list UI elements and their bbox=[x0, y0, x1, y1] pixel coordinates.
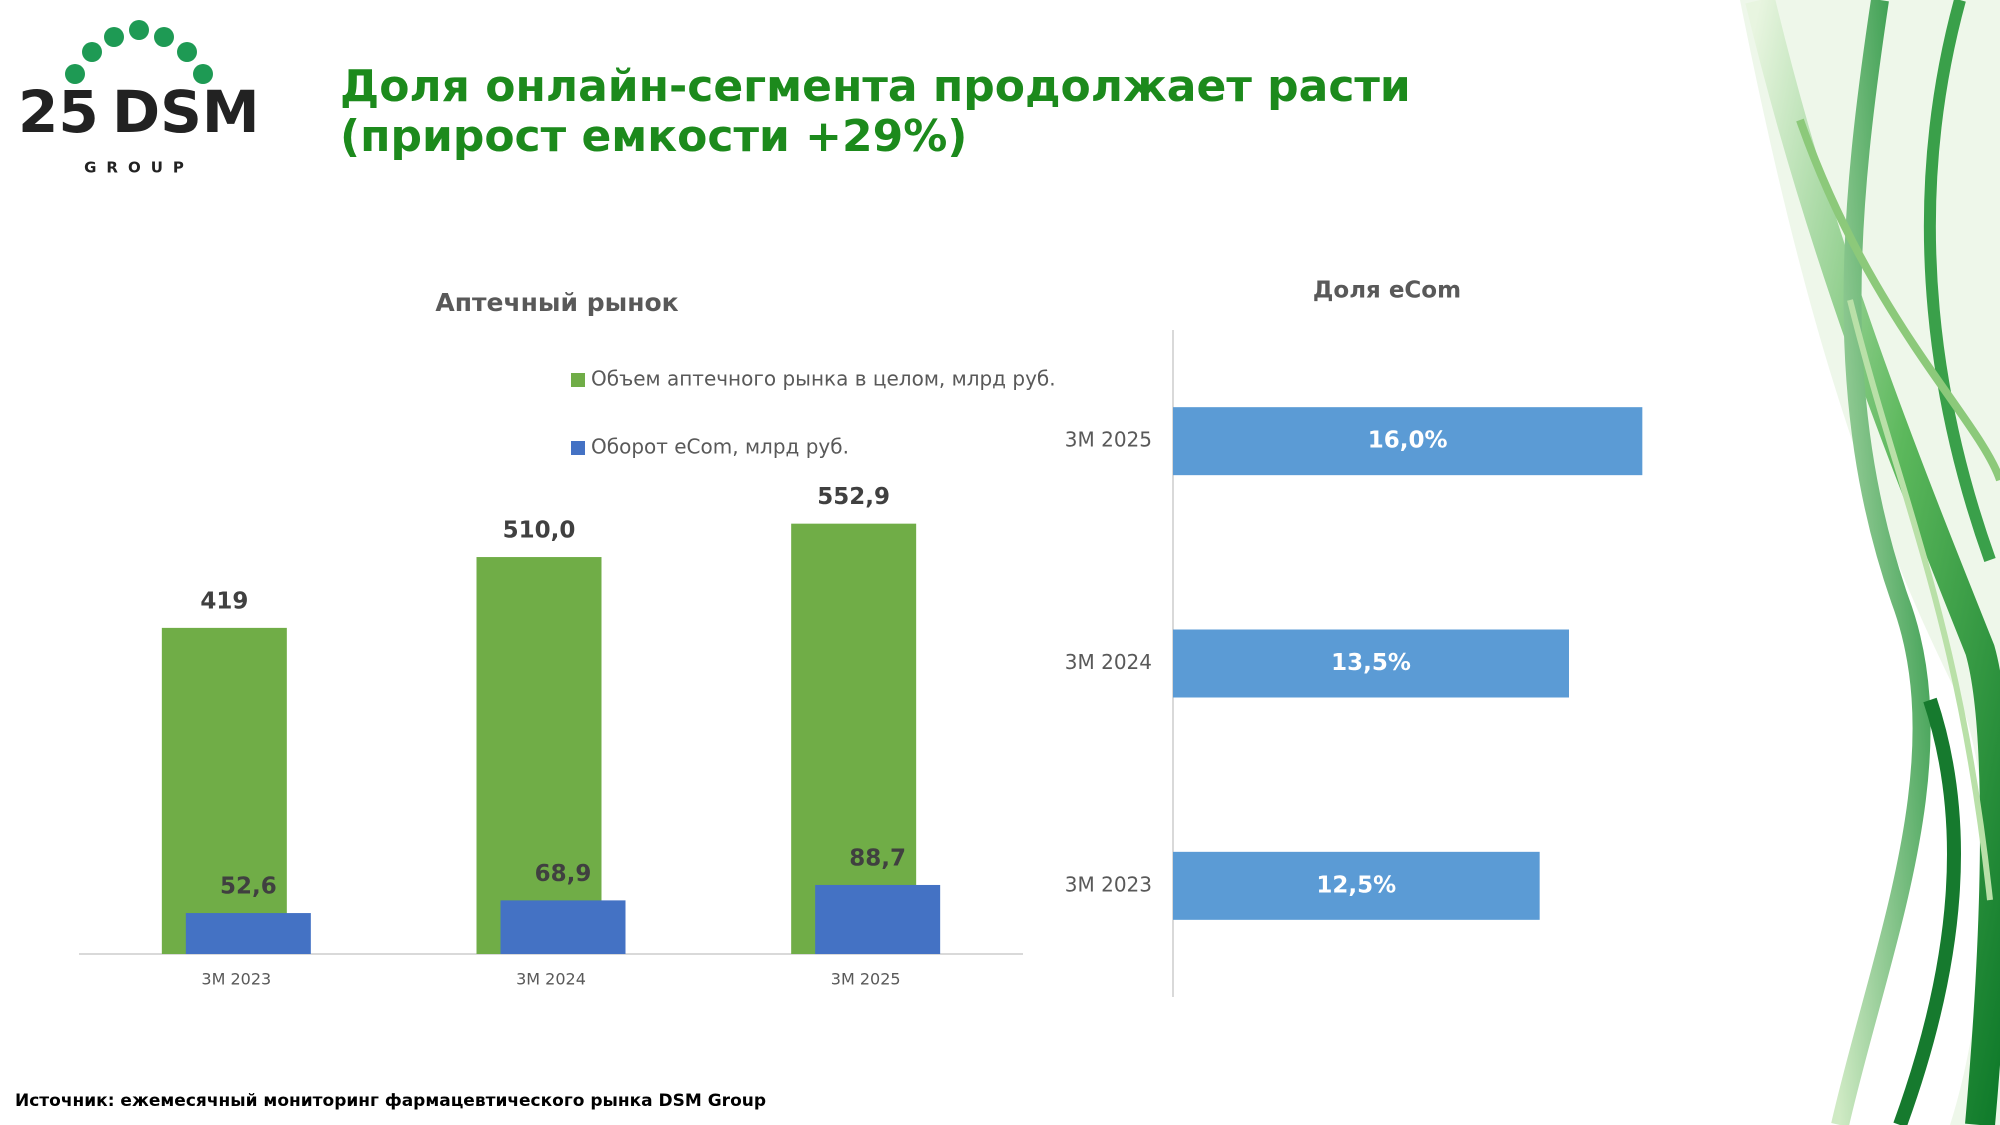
data-label: 88,7 bbox=[849, 845, 906, 871]
data-label: 16,0% bbox=[1368, 428, 1448, 454]
bar bbox=[815, 884, 941, 954]
chart-title: Доля eCom bbox=[1313, 278, 1461, 304]
y-tick-label: 3M 2024 bbox=[1065, 650, 1152, 674]
logo: 25 DSM GROUP bbox=[18, 20, 260, 177]
data-label: 13,5% bbox=[1331, 650, 1411, 676]
data-label: 510,0 bbox=[503, 518, 576, 544]
legend-label: Оборот eCom, млрд руб. bbox=[591, 435, 849, 459]
bar bbox=[1173, 407, 1643, 476]
title: (прирост емкости +29%) bbox=[340, 111, 967, 162]
x-tick-label: 3M 2023 bbox=[201, 970, 271, 989]
data-label: 52,6 bbox=[220, 874, 277, 900]
y-tick-label: 3M 2023 bbox=[1065, 872, 1152, 896]
logo-number: 25 bbox=[18, 78, 99, 146]
chart-title: Аптечный рынок bbox=[435, 288, 678, 317]
legend-label: Объем аптечного рынка в целом, млрд руб. bbox=[591, 367, 1056, 391]
decoration bbox=[1740, 0, 2000, 1125]
logo-name: DSM bbox=[112, 78, 260, 146]
data-label: 12,5% bbox=[1316, 872, 1396, 898]
legend-swatch bbox=[571, 373, 585, 387]
legend-swatch bbox=[571, 441, 585, 455]
data-label: 419 bbox=[200, 588, 248, 614]
bar bbox=[1173, 629, 1569, 698]
bar bbox=[476, 557, 602, 954]
bar bbox=[500, 900, 626, 954]
data-label: 552,9 bbox=[817, 484, 890, 510]
bar bbox=[791, 523, 917, 954]
x-tick-label: 3M 2024 bbox=[516, 970, 586, 989]
y-tick-label: 3M 2025 bbox=[1065, 428, 1152, 452]
title: Доля онлайн-сегмента продолжает расти bbox=[340, 61, 1411, 112]
x-tick-label: 3M 2025 bbox=[831, 970, 901, 989]
logo-sub: GROUP bbox=[84, 159, 194, 177]
bar bbox=[185, 913, 311, 954]
bar bbox=[1173, 851, 1540, 920]
source-note: Источник: ежемесячный мониторинг фармаце… bbox=[15, 1091, 766, 1111]
bar bbox=[161, 627, 287, 954]
data-label: 68,9 bbox=[535, 861, 592, 887]
